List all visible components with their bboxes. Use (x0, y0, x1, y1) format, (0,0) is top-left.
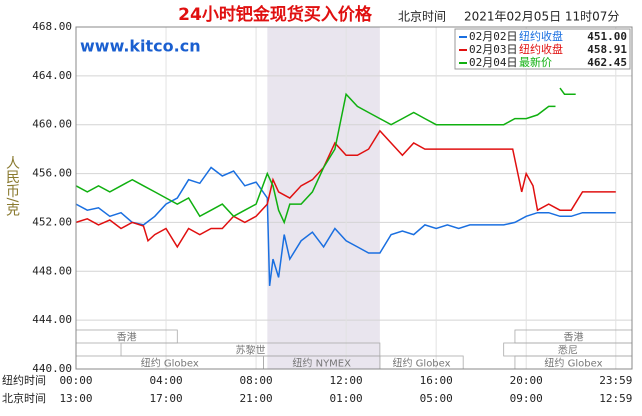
x-tick-label: 12:00 (330, 374, 363, 387)
y-tick-label: 448.00 (32, 264, 72, 277)
session-label: 苏黎世 (235, 344, 265, 357)
x-row-label: 纽约时间 (2, 373, 46, 387)
session-label: 香港 (117, 332, 137, 344)
session-label: 纽约 Globex (141, 357, 199, 370)
y-axis-label: 人民币/克 (4, 156, 20, 218)
series-line (75, 166, 616, 286)
legend-name: 02月03日 (469, 43, 518, 56)
session-label: 香港 (563, 332, 583, 344)
x2-tick-label: 17:00 (149, 392, 182, 405)
watermark: www.kitco.cn (80, 37, 201, 56)
legend-value: 462.45 (587, 56, 627, 69)
y-tick-label: 468.00 (32, 20, 72, 33)
x-tick-label: 20:00 (510, 374, 543, 387)
legend-box (454, 28, 631, 70)
x2-tick-label: 12:59 (599, 392, 632, 405)
y-tick-label: 452.00 (32, 215, 72, 228)
session-label: 纽约 NYMEX (292, 357, 351, 370)
x2-row-label: 北京时间 (2, 391, 46, 405)
x2-tick-label: 21:00 (240, 392, 273, 405)
x2-tick-label: 01:00 (330, 392, 363, 405)
timestamp: 2021年02月05日 11时07分 (464, 10, 619, 24)
plot-frame (75, 26, 633, 370)
x-tick-label: 16:00 (420, 374, 453, 387)
session-label: 纽约 Globex (392, 357, 450, 370)
shaded-region (267, 27, 380, 369)
legend-name: 02月02日 (469, 30, 518, 43)
legend-value: 451.00 (587, 30, 627, 43)
y-tick-label: 444.00 (32, 313, 72, 326)
series-line (75, 87, 576, 225)
session-label: 悉尼 (558, 345, 578, 357)
x-tick-label: 08:00 (240, 374, 273, 387)
legend-value: 458.91 (587, 43, 627, 56)
y-tick-label: 464.00 (32, 69, 72, 82)
x2-tick-label: 05:00 (420, 392, 453, 405)
x2-tick-label: 09:00 (510, 392, 543, 405)
legend-name: 02月04日 (469, 56, 518, 69)
x-tick-label: 00:00 (59, 374, 92, 387)
legend-note: 最新价 (519, 55, 552, 69)
legend-note: 纽约收盘 (519, 42, 563, 56)
series-line (75, 129, 616, 249)
subtitle-label: 北京时间 (398, 10, 446, 24)
session-label: 纽约 Globex (544, 357, 602, 370)
legend-note: 纽约收盘 (519, 29, 563, 43)
chart-title: 24小时钯金现货买入价格 (178, 4, 373, 25)
x2-tick-label: 13:00 (59, 392, 92, 405)
y-tick-label: 456.00 (32, 167, 72, 180)
y-tick-label: 440.00 (32, 362, 72, 375)
x-tick-label: 04:00 (149, 374, 182, 387)
y-tick-label: 460.00 (32, 118, 72, 131)
x-tick-label: 23:59 (599, 374, 632, 387)
